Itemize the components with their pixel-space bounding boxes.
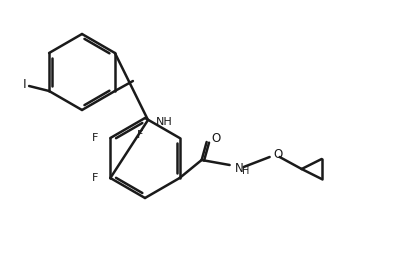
- Text: F: F: [92, 133, 98, 143]
- Text: F: F: [137, 130, 143, 140]
- Text: F: F: [92, 173, 98, 183]
- Text: O: O: [274, 149, 283, 162]
- Text: I: I: [22, 77, 26, 91]
- Text: H: H: [242, 166, 249, 176]
- Text: NH: NH: [156, 117, 173, 127]
- Text: N: N: [235, 162, 244, 174]
- Text: O: O: [211, 133, 221, 146]
